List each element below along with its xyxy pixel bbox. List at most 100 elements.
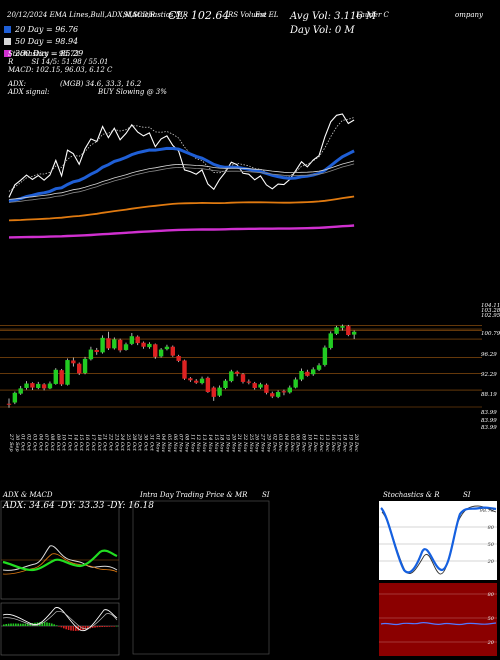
- candle-body: [71, 360, 76, 364]
- candle-body: [88, 349, 94, 360]
- candle-body: [351, 331, 357, 335]
- macd-bar: [41, 622, 43, 626]
- candle-body: [205, 377, 211, 393]
- legend-ema50: 50 Day = 98.94: [4, 37, 83, 46]
- adx-panel-title: ADX & MACD: [3, 491, 53, 499]
- candle-body: [65, 360, 70, 385]
- price-label: 83.99: [481, 418, 497, 424]
- header-ticker: Est: [255, 11, 267, 19]
- stoch-panel-title: Stochastics & R: [383, 491, 440, 499]
- intraday-panel: [132, 500, 270, 655]
- header-date-ema: 20/12/2024 EMA Lines,Bull,ADX,MACD,R: [7, 11, 155, 19]
- macd-bar: [108, 626, 111, 627]
- date-label: 05 Dec: [289, 434, 295, 452]
- date-label: 03 Oct: [31, 434, 37, 452]
- header-ema: EMA Lines,Bull,ADX,MACD,R: [49, 11, 156, 19]
- candle-body: [240, 374, 246, 382]
- macd-bar: [24, 623, 27, 626]
- date-label: 08 Oct: [49, 434, 55, 452]
- price-label: 96.29: [481, 352, 497, 358]
- macd-bar: [111, 626, 113, 627]
- candle-body: [100, 337, 105, 353]
- stoch-tick-50: 50: [488, 542, 495, 548]
- date-label: 06 Dec: [295, 434, 301, 452]
- date-label: 21 Nov: [236, 433, 242, 452]
- date-label: 29 Oct: [137, 433, 143, 452]
- candle-body: [12, 392, 18, 403]
- date-label: 17 Oct: [90, 434, 96, 452]
- date-label: 19 Nov: [224, 434, 230, 452]
- date-label: 28 Oct: [131, 433, 137, 452]
- candle-body: [217, 387, 222, 396]
- date-label: 04 Dec: [283, 434, 289, 452]
- price-label: 103.28: [481, 308, 500, 314]
- date-label: 26 Nov: [254, 433, 260, 452]
- stochastics-panel: 98.73 80 50 20: [379, 501, 497, 580]
- si-tick-80: 80: [488, 592, 495, 598]
- candle-body: [293, 379, 298, 388]
- date-label: 27 Nov: [260, 433, 266, 452]
- legend-ema200-label: 200 Day = 85.29: [15, 49, 84, 58]
- candle-body: [311, 369, 316, 375]
- r-label: R SI 14/5: 51.98 / 55.01: [8, 58, 109, 66]
- candle-body: [199, 378, 205, 384]
- candle-body: [59, 370, 64, 385]
- candle-body: [164, 346, 170, 350]
- candle-body: [270, 393, 275, 397]
- macd-bar: [58, 626, 60, 627]
- fast-line: [8, 117, 355, 192]
- candle-body: [182, 360, 187, 379]
- candle-body: [346, 326, 351, 336]
- date-label: 04 Nov: [160, 434, 166, 452]
- candle-body: [147, 343, 152, 348]
- macd-bar: [96, 626, 99, 628]
- date-label: 18 Oct: [96, 434, 102, 452]
- macd-bar: [55, 625, 58, 626]
- candle-body: [322, 347, 328, 365]
- header-si: SI,Stochastics,MR: [123, 11, 189, 19]
- date-label: 16 Dec: [330, 434, 336, 452]
- date-label: 17 Dec: [336, 434, 342, 452]
- candle-body: [153, 344, 158, 357]
- ema50-line: [8, 160, 355, 200]
- candle-body: [170, 346, 175, 356]
- macd-bar: [27, 623, 29, 626]
- macd-bar: [103, 626, 106, 627]
- stoch-si-label: SI: [463, 491, 471, 499]
- adx-label: ADX:: [8, 80, 27, 88]
- date-label: 12 Nov: [195, 434, 201, 452]
- ema20-line: [8, 146, 355, 203]
- ema200-swatch-icon: [4, 50, 11, 57]
- candle-body: [281, 391, 287, 393]
- date-axis-labels: 27 Sep 30 Sep 01 Oct 02 Oct 03 Oct 04 Oct 07 O…: [8, 433, 359, 452]
- date-label: 14 Nov: [207, 434, 213, 452]
- candle-body: [176, 356, 181, 361]
- adx-values: (MGB) 34.6, 33.3, 16.2: [60, 80, 142, 88]
- date-label: 13 Dec: [324, 434, 330, 452]
- candle-body: [316, 365, 322, 370]
- macd-bar: [91, 626, 94, 628]
- macd-bar: [19, 623, 22, 626]
- date-label: 21 Oct: [102, 433, 108, 452]
- date-label: 29 Nov: [265, 433, 271, 452]
- candle-body: [258, 384, 263, 388]
- date-label: 18 Nov: [219, 434, 225, 452]
- date-label: 22 Nov: [242, 433, 248, 452]
- date-label: 05 Nov: [166, 434, 172, 452]
- date-label: 08 Nov: [184, 434, 190, 452]
- price-label: 100.79: [481, 331, 500, 337]
- date-label: 02 Dec: [271, 434, 277, 452]
- macd-bar: [84, 626, 87, 630]
- candle-body: [30, 383, 35, 388]
- candle-body: [106, 338, 111, 349]
- macd-bar: [53, 624, 55, 626]
- price-gridlines: [0, 325, 482, 408]
- date-label: 14 Oct: [72, 434, 78, 452]
- candle-body: [82, 358, 88, 374]
- macd-bar: [46, 622, 48, 626]
- candle-body: [141, 342, 146, 347]
- candle-body: [246, 381, 252, 383]
- date-label: 04 Oct: [37, 434, 43, 452]
- date-label: 25 Oct: [125, 433, 131, 452]
